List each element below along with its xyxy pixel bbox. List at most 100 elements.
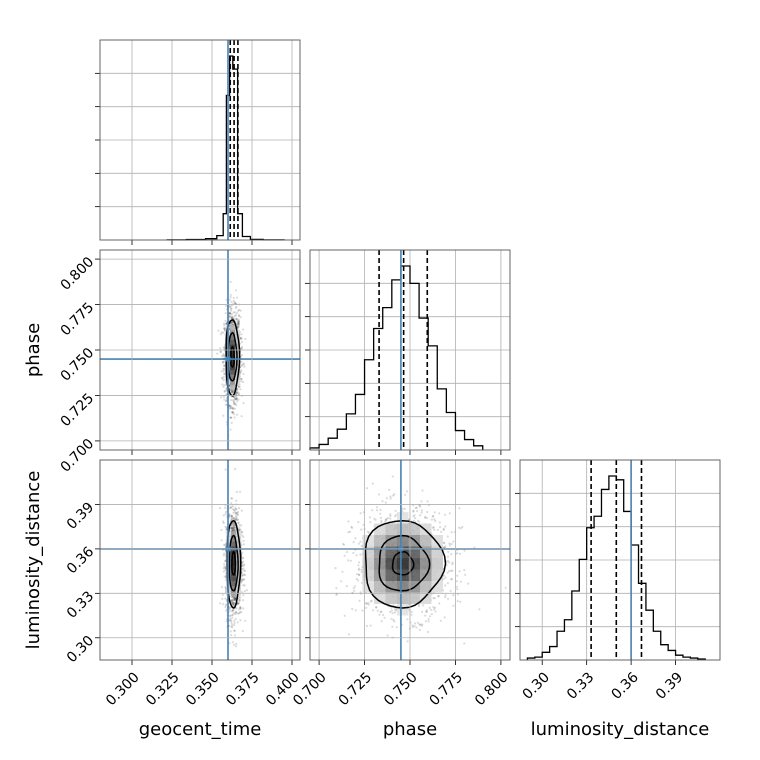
sample-point [420,500,423,503]
sample-point [234,511,237,514]
sample-point [235,391,239,395]
sample-point [406,490,409,493]
sample-point [237,318,240,321]
density-cell [374,523,386,535]
sample-point [242,584,245,587]
sample-point [379,508,382,511]
sample-point [232,528,235,531]
sample-point [221,355,224,358]
sample-point [240,369,243,372]
scatter-geocent_time-phase [100,250,300,450]
sample-point [240,524,243,527]
sample-point [236,325,239,328]
sample-point [436,528,439,532]
sample-point [229,407,232,410]
sample-point [243,590,246,593]
sample-point [239,337,242,340]
sample-point [367,603,370,606]
sample-point [365,606,368,610]
sample-point [230,399,233,402]
sample-point [223,324,226,327]
sample-point [229,312,232,315]
sample-point [448,570,451,573]
sample-point [458,526,461,529]
sample-point [229,305,232,308]
sample-point [229,309,233,312]
sample-point [225,603,228,606]
sample-point [434,606,437,609]
sample-point [234,611,237,614]
density-cell [385,535,397,547]
sample-point [241,574,244,577]
sample-point [452,594,455,597]
density-cell [231,541,237,547]
sample-point [229,614,232,618]
sample-point [242,362,245,365]
sample-point [463,549,466,552]
sample-point [401,510,404,513]
sample-point [234,397,237,400]
sample-point [343,543,346,546]
sample-point [424,620,427,623]
sample-point [231,596,234,599]
sample-point [239,309,242,312]
sample-point [459,580,462,583]
density-cell [236,576,242,582]
sample-point [412,519,415,522]
sample-point [232,596,235,599]
sample-point [240,380,243,383]
sample-point [230,497,233,500]
sample-point [232,524,235,527]
sample-point [404,493,407,496]
sample-point [230,527,233,530]
sample-point [234,314,237,317]
sample-point [424,515,427,518]
sample-point [416,510,419,513]
sample-point [228,513,231,516]
sample-point [228,610,231,613]
sample-point [427,618,430,621]
ytick-label-phase: 0.800 [58,254,98,294]
sample-point [406,618,409,621]
sample-point [220,585,224,589]
sample-point [222,360,225,364]
sample-point [219,350,222,353]
density-cell [362,558,374,570]
density-cell [420,581,432,593]
density-cell [385,569,397,581]
sample-point [446,571,449,574]
sample-point [225,604,228,607]
sample-point [237,322,240,325]
sample-point [230,391,234,394]
sample-point [381,500,384,503]
sample-point [238,599,241,602]
density-cell [230,374,235,380]
sample-point [225,322,228,325]
sample-point [219,347,222,350]
sample-point [240,378,243,381]
sample-point [240,333,243,336]
sample-point [237,521,240,524]
sample-point [229,416,232,419]
sample-point [433,608,436,611]
sample-point [229,428,232,431]
sample-point [426,500,429,503]
sample-point [240,370,243,373]
sample-point [419,623,422,626]
sample-point [224,560,227,563]
sample-point [233,597,236,600]
sample-point [233,603,236,606]
sample-point [235,612,238,615]
sample-point [367,601,370,605]
sample-point [238,529,241,532]
xtick-label-geocent_time: 0.325 [143,669,183,709]
xlabel-phase: phase [383,719,437,740]
sample-point [442,528,445,532]
sample-point [355,577,358,581]
sample-point [222,331,225,334]
sample-point [243,365,246,368]
sample-point [393,611,396,614]
sample-point [222,567,225,570]
xtick-label-luminosity_distance: 0.36 [609,669,642,702]
